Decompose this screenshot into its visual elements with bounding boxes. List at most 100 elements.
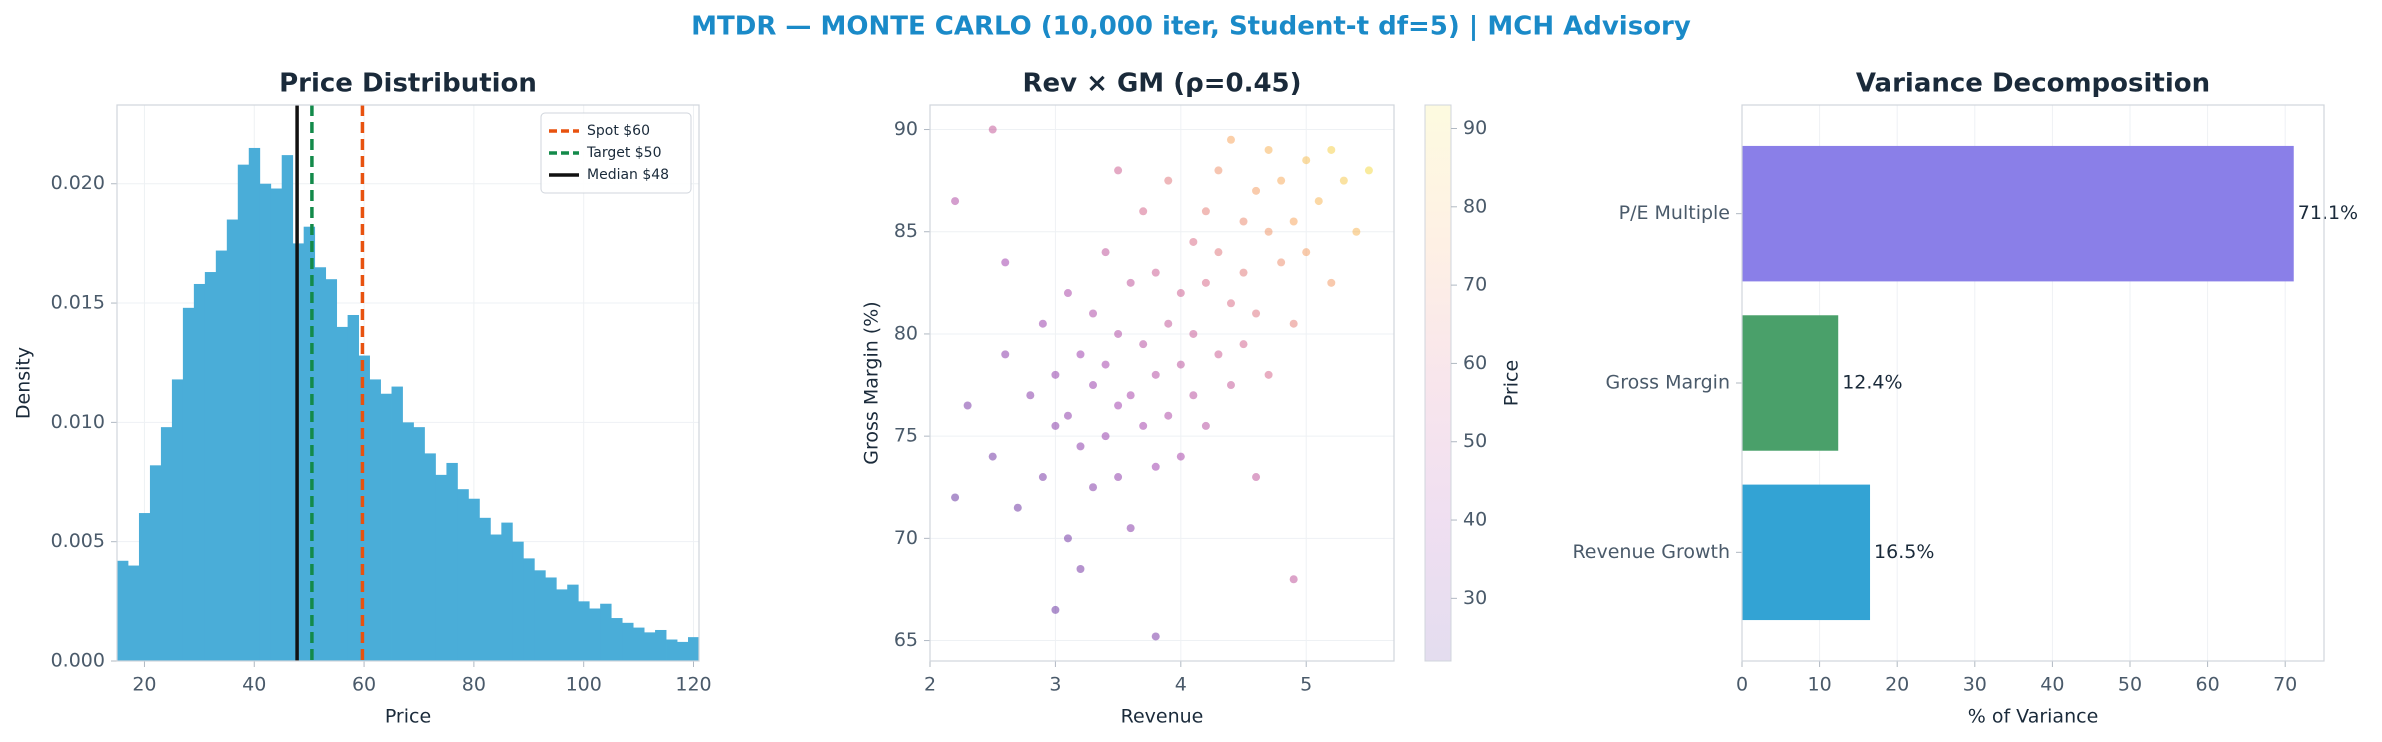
x-tick-label: 120: [675, 674, 711, 696]
scatter-point: [1226, 299, 1235, 308]
x-tick-label: 20: [132, 674, 156, 696]
scatter-point: [1277, 258, 1286, 267]
x-tick-label: 0: [1736, 674, 1748, 696]
scatter-point: [1114, 329, 1123, 338]
histogram-bar: [567, 584, 579, 661]
histogram-bar: [226, 219, 239, 661]
scatter-point: [1063, 289, 1072, 298]
histogram-bar: [138, 513, 151, 661]
scatter-point: [1239, 340, 1248, 349]
x-tick-label: 60: [2196, 674, 2220, 696]
scatter-point: [1264, 227, 1273, 236]
colorbar-tick-label: 90: [1463, 117, 1487, 139]
scatter-point: [951, 493, 960, 502]
histogram-bar: [237, 164, 250, 661]
legend-box: [540, 112, 692, 194]
scatter-point: [1001, 350, 1010, 359]
x-axis-label: Revenue: [1121, 706, 1204, 728]
axes-frame: [116, 104, 700, 662]
scatter-point: [988, 452, 997, 461]
scatter-point: [1239, 268, 1248, 277]
scatter-point: [1089, 483, 1098, 492]
scatter-point: [1126, 391, 1135, 400]
scatter-point: [1364, 166, 1373, 175]
scatter-point: [1189, 237, 1198, 246]
scatter-point: [1151, 632, 1160, 641]
bar: [1742, 145, 2294, 282]
axes-title: Price Distribution: [279, 69, 537, 99]
scatter-point: [1013, 503, 1022, 512]
scatter-point: [1139, 340, 1148, 349]
histogram-bar: [589, 608, 601, 661]
y-axis-label: Gross Margin (%): [861, 301, 883, 464]
x-tick-label: 70: [2273, 674, 2297, 696]
scatter-point: [1101, 248, 1110, 257]
histogram-bar: [171, 379, 184, 661]
histogram-bar: [160, 427, 173, 661]
x-tick-label: 5: [1300, 674, 1312, 696]
scatter-point: [1226, 381, 1235, 390]
scatter-point: [1164, 319, 1173, 328]
scatter-point: [1327, 145, 1336, 154]
scatter-point: [1214, 166, 1223, 175]
histogram-bar: [281, 155, 294, 662]
histogram-bar: [424, 453, 436, 661]
scatter-point: [1001, 258, 1010, 267]
legend-label: Spot $60: [587, 123, 650, 139]
colorbar: [1424, 104, 1452, 662]
x-tick-label: 3: [1049, 674, 1061, 696]
histogram-bar: [391, 386, 403, 661]
y-tick-label: 70: [894, 527, 918, 549]
x-tick-label: 100: [566, 674, 602, 696]
x-tick-label: 30: [1963, 674, 1987, 696]
histogram-bar: [644, 632, 656, 661]
histogram-bar: [600, 603, 612, 661]
scatter-point: [1164, 411, 1173, 420]
scatter-point: [1051, 421, 1060, 430]
histogram-bar: [215, 250, 228, 661]
histogram-bar: [204, 272, 217, 661]
histogram-bar: [622, 622, 634, 661]
y-tick-label: 90: [894, 118, 918, 140]
scatter-point: [1264, 370, 1273, 379]
scatter-point: [1176, 360, 1185, 369]
x-tick-label: 60: [352, 674, 376, 696]
y-tick-label: 0.020: [51, 172, 105, 194]
scatter-point: [1076, 565, 1085, 574]
scatter-point: [1114, 166, 1123, 175]
scatter-point: [1201, 278, 1210, 287]
scatter-point: [1214, 248, 1223, 257]
histogram-bar: [369, 379, 381, 661]
histogram-bar: [435, 474, 447, 661]
histogram-bar: [446, 462, 458, 661]
scatter-point: [951, 197, 960, 206]
x-tick-label: 10: [1808, 674, 1832, 696]
scatter-point: [1139, 421, 1148, 430]
histogram-bar: [512, 541, 524, 661]
histogram-bar: [468, 498, 480, 661]
y-tick-label: 0.015: [51, 292, 105, 314]
x-tick-label: 2: [924, 674, 936, 696]
scatter-point: [1151, 462, 1160, 471]
scatter-point: [1089, 381, 1098, 390]
scatter-point: [1076, 350, 1085, 359]
colorbar-tick-label: 50: [1463, 430, 1487, 452]
histogram-bar: [259, 183, 272, 662]
x-tick-label: 40: [242, 674, 266, 696]
bar: [1742, 315, 1839, 451]
histogram-bar: [193, 283, 206, 661]
histogram-bar: [149, 465, 162, 661]
histogram-bar: [314, 267, 327, 661]
y-tick-label: 85: [894, 220, 918, 242]
colorbar-tick-label: 60: [1463, 352, 1487, 374]
scatter-point: [1327, 278, 1336, 287]
figure-title: MTDR — MONTE CARLO (10,000 iter, Student…: [691, 12, 1691, 42]
scatter-point: [1289, 319, 1298, 328]
axes-title: Rev × GM (ρ=0.45): [1022, 69, 1301, 99]
value-label: 12.4%: [1842, 372, 1902, 394]
category-label: Gross Margin: [1606, 372, 1730, 394]
histogram-bar: [270, 188, 283, 661]
colorbar-tick-label: 70: [1463, 274, 1487, 296]
scatter-point: [1252, 186, 1261, 195]
